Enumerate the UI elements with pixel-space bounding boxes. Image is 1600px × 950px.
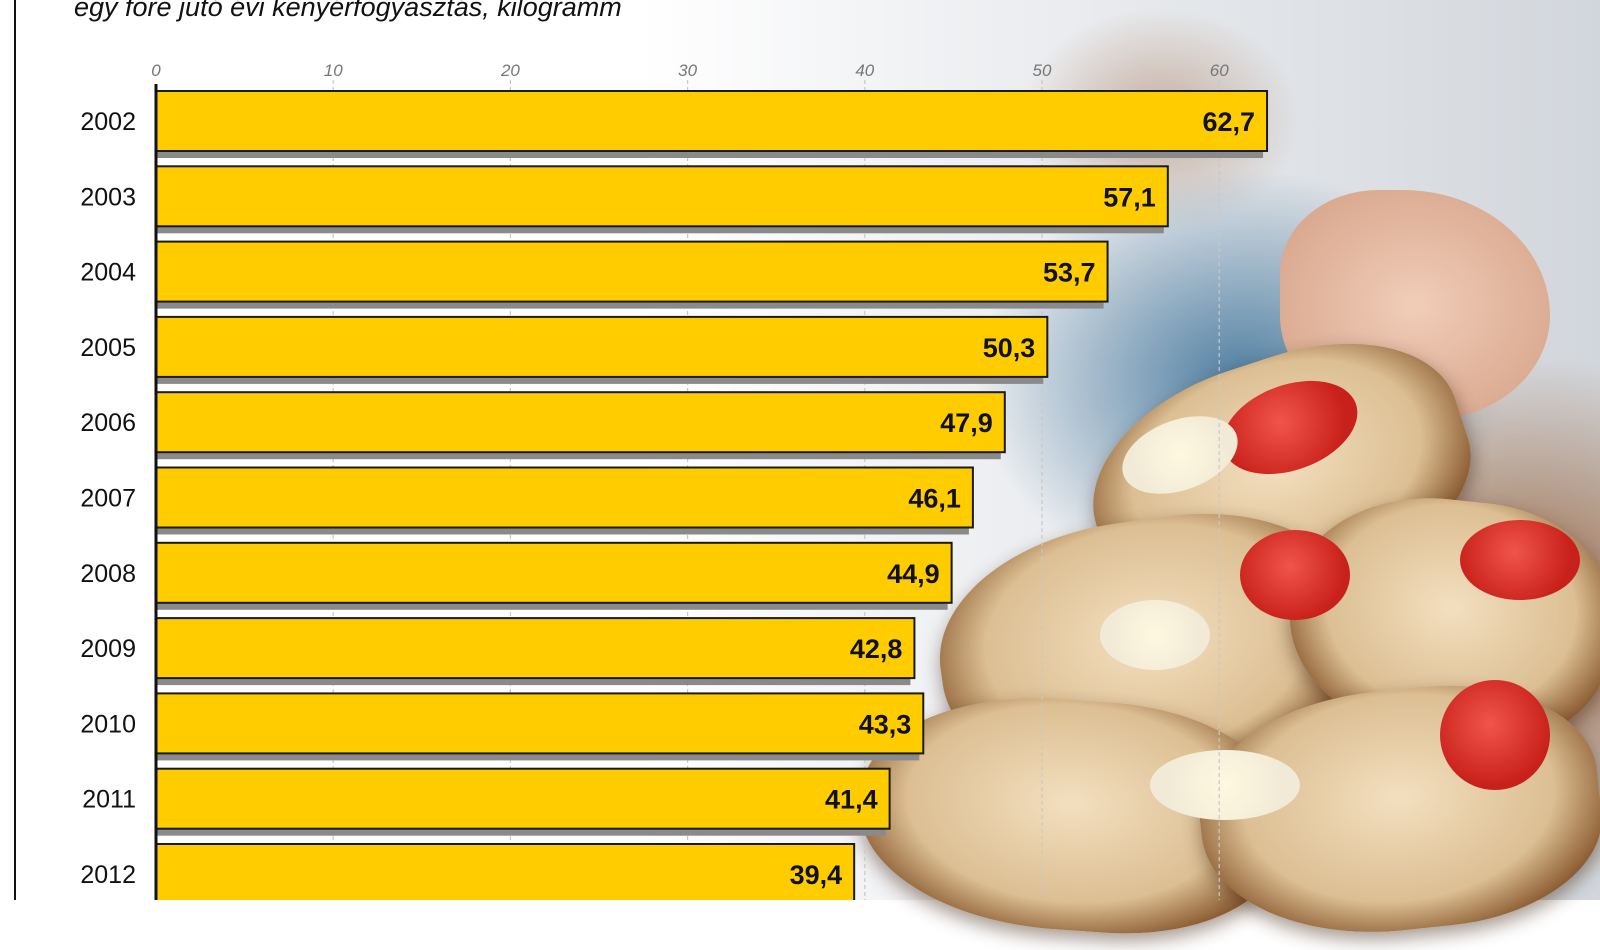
year-label: 2008 xyxy=(80,560,136,588)
year-label: 2007 xyxy=(80,485,136,513)
year-label: 2010 xyxy=(80,710,136,738)
x-tick-label: 30 xyxy=(678,61,697,80)
tomato-slice xyxy=(1240,530,1350,620)
year-label: 2002 xyxy=(80,108,136,136)
bar xyxy=(155,391,1006,454)
bar-shadow xyxy=(156,149,1264,158)
year-label: 2004 xyxy=(80,259,136,287)
chart-subtitle: egy főre jutó évi kenyérfogyasztás, kilo… xyxy=(74,0,622,22)
x-tick-label: 50 xyxy=(1033,61,1052,80)
bar xyxy=(155,466,974,529)
value-label: 41,4 xyxy=(825,785,878,815)
value-label: 53,7 xyxy=(1043,258,1096,288)
left-border xyxy=(0,0,16,900)
value-label: 62,7 xyxy=(1202,107,1255,137)
value-label: 50,3 xyxy=(983,333,1036,363)
bar-shadow xyxy=(156,525,969,535)
tomato-slice xyxy=(1460,520,1580,600)
bar xyxy=(155,541,953,604)
x-tick-label: 0 xyxy=(151,61,161,80)
value-label: 57,1 xyxy=(1103,182,1156,212)
value-label: 39,4 xyxy=(790,860,843,890)
bar-shadow xyxy=(156,299,1104,309)
bar-shadow xyxy=(156,676,911,686)
year-label: 2012 xyxy=(80,861,136,889)
bar-shadow xyxy=(156,826,886,836)
x-tick-label: 20 xyxy=(500,61,520,80)
bar xyxy=(155,240,1109,303)
x-tick-label: 60 xyxy=(1210,61,1229,80)
bar xyxy=(155,617,916,680)
bar xyxy=(155,843,856,900)
bar xyxy=(155,692,925,755)
year-label: 2005 xyxy=(80,334,136,362)
bar xyxy=(155,767,891,830)
value-label: 44,9 xyxy=(887,559,940,589)
x-axis-ticks: 0 10 20 30 40 50 60 xyxy=(151,61,1229,80)
value-label: 46,1 xyxy=(908,484,961,514)
value-label: 42,8 xyxy=(850,634,903,664)
tomato-slice xyxy=(1440,680,1550,790)
value-label: 47,9 xyxy=(940,408,993,438)
bar-shadow xyxy=(156,600,948,610)
bar xyxy=(155,315,1049,378)
year-label: 2003 xyxy=(80,183,136,211)
x-tick-label: 10 xyxy=(324,61,343,80)
bar-shadow xyxy=(156,224,1164,234)
bar-shadow xyxy=(156,751,920,761)
bar xyxy=(155,165,1169,228)
bar-shadow xyxy=(156,374,1044,384)
year-label: 2009 xyxy=(80,635,136,663)
bar-shadow xyxy=(156,450,1001,460)
year-label: 2006 xyxy=(80,409,136,437)
bar xyxy=(155,90,1269,152)
value-label: 43,3 xyxy=(859,709,912,739)
year-label: 2011 xyxy=(82,786,136,814)
bars: 2002 62,7 2003 57,1 2004 53,7 2005 50,3 2006 47,9… xyxy=(80,90,1269,900)
x-tick-label: 40 xyxy=(855,61,874,80)
egg-slice xyxy=(1150,750,1300,820)
egg-slice xyxy=(1100,600,1210,670)
